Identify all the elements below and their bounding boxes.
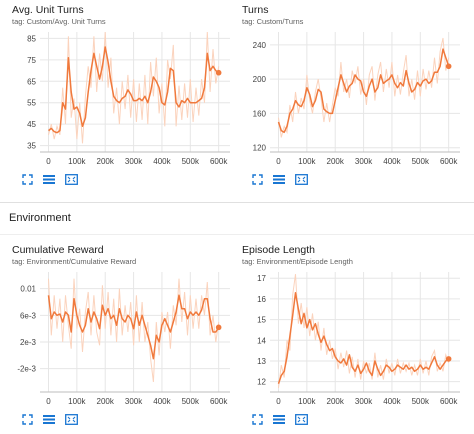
chart-title: Turns	[242, 4, 269, 16]
fit-domain-icon[interactable]	[294, 172, 308, 186]
chart-toolbar	[250, 412, 308, 426]
x-tick-label: 400k	[153, 157, 171, 166]
chart-plot[interactable]: 0 100k 200k 300k 400k 500k 600k 120 160 200 240	[238, 28, 464, 168]
section-title: Environment	[9, 212, 71, 224]
y-tick-label: 16	[257, 295, 266, 304]
chart-title: Cumulative Reward	[12, 244, 104, 256]
y-tick-label: 200	[253, 75, 267, 84]
y-tick-label: 55	[27, 99, 36, 108]
chart-plot[interactable]: 0 100k 200k 300k 400k 500k 600k 35 45 55 65 75 85	[8, 28, 234, 168]
list-icon[interactable]	[272, 412, 286, 426]
smoothed-series-line	[48, 46, 220, 134]
raw-series-line	[278, 274, 450, 388]
x-tick-label: 100k	[68, 397, 86, 406]
x-tick-label: 200k	[97, 157, 115, 166]
chart-toolbar	[20, 172, 78, 186]
x-tick-label: 400k	[153, 397, 171, 406]
chart-tag: tag: Environment/Episode Length	[242, 257, 353, 266]
section-divider	[0, 234, 474, 235]
chart-tag: tag: Custom/Avg. Unit Turns	[12, 17, 106, 26]
fit-domain-icon[interactable]	[64, 412, 78, 426]
x-tick-label: 100k	[68, 157, 86, 166]
chart-plot[interactable]: 0 100k 200k 300k 400k 500k 600k 12 13 14 15 16 17	[238, 268, 464, 408]
y-tick-label: 12	[257, 378, 266, 387]
x-tick-label: 300k	[125, 157, 143, 166]
x-tick-label: 300k	[125, 397, 143, 406]
x-tick-label: 500k	[412, 397, 430, 406]
chart-toolbar	[250, 172, 308, 186]
last-point-marker	[445, 63, 452, 70]
y-tick-label: 45	[27, 120, 36, 129]
y-tick-label: 65	[27, 77, 36, 86]
fit-domain-icon[interactable]	[64, 172, 78, 186]
chart-card-turns: Turns tag: Custom/Turns 0 100k 200k 300k 400…	[238, 4, 468, 194]
chart-card-cumulative-reward: Cumulative Reward tag: Environment/Cumul…	[8, 244, 238, 434]
y-tick-label: 240	[253, 41, 267, 50]
chart-card-avg-unit-turns: Avg. Unit Turns tag: Custom/Avg. Unit Tu…	[8, 4, 238, 194]
x-tick-label: 0	[276, 397, 281, 406]
y-tick-label: 160	[253, 109, 267, 118]
smoothed-series-line	[47, 294, 220, 360]
raw-series-line	[48, 31, 220, 144]
chart-title: Avg. Unit Turns	[12, 4, 84, 16]
x-tick-label: 100k	[298, 397, 316, 406]
y-tick-label: 14	[257, 336, 266, 345]
fullscreen-icon[interactable]	[250, 412, 264, 426]
fit-domain-icon[interactable]	[294, 412, 308, 426]
x-tick-label: 0	[46, 157, 51, 166]
x-tick-label: 300k	[355, 397, 373, 406]
x-tick-label: 300k	[355, 157, 373, 166]
y-tick-label: 0.01	[20, 285, 36, 294]
x-tick-label: 500k	[412, 157, 430, 166]
y-tick-label: 2e-3	[20, 338, 37, 347]
chart-tag: tag: Custom/Turns	[242, 17, 304, 26]
chart-title: Episode Length	[242, 244, 315, 256]
raw-series-line	[48, 278, 220, 383]
chart-plot[interactable]: 0 100k 200k 300k 400k 500k 600k -2e-3 2e-3 6e-3 0.…	[8, 268, 234, 408]
x-tick-label: 0	[276, 157, 281, 166]
x-tick-label: 600k	[440, 157, 458, 166]
x-tick-label: 400k	[383, 397, 401, 406]
y-tick-label: 85	[27, 34, 36, 43]
last-point-marker	[215, 324, 222, 331]
y-tick-label: 15	[257, 316, 266, 325]
chart-card-episode-length: Episode Length tag: Environment/Episode …	[238, 244, 468, 434]
y-tick-label: 17	[257, 274, 266, 283]
list-icon[interactable]	[272, 172, 286, 186]
x-tick-label: 200k	[327, 157, 345, 166]
x-tick-label: 600k	[210, 397, 228, 406]
y-tick-label: 120	[253, 144, 267, 153]
x-tick-label: 200k	[327, 397, 345, 406]
last-point-marker	[215, 69, 222, 76]
x-tick-label: 500k	[182, 397, 200, 406]
x-tick-label: 600k	[440, 397, 458, 406]
x-tick-label: 400k	[383, 157, 401, 166]
smoothed-series-line	[277, 291, 450, 384]
chart-toolbar	[20, 412, 78, 426]
last-point-marker	[445, 356, 452, 362]
y-tick-label: 6e-3	[20, 311, 37, 320]
y-tick-label: 35	[27, 142, 36, 151]
y-tick-label: 13	[257, 357, 266, 366]
fullscreen-icon[interactable]	[20, 172, 34, 186]
smoothed-series-line	[277, 48, 450, 134]
y-tick-label: -2e-3	[17, 365, 36, 374]
x-tick-label: 0	[46, 397, 51, 406]
x-tick-label: 200k	[97, 397, 115, 406]
list-icon[interactable]	[42, 172, 56, 186]
raw-series-line	[278, 37, 450, 138]
x-tick-label: 100k	[298, 157, 316, 166]
fullscreen-icon[interactable]	[250, 172, 264, 186]
chart-tag: tag: Environment/Cumulative Reward	[12, 257, 137, 266]
list-icon[interactable]	[42, 412, 56, 426]
x-tick-label: 600k	[210, 157, 228, 166]
y-tick-label: 75	[27, 56, 36, 65]
section-divider	[0, 202, 474, 203]
x-tick-label: 500k	[182, 157, 200, 166]
fullscreen-icon[interactable]	[20, 412, 34, 426]
